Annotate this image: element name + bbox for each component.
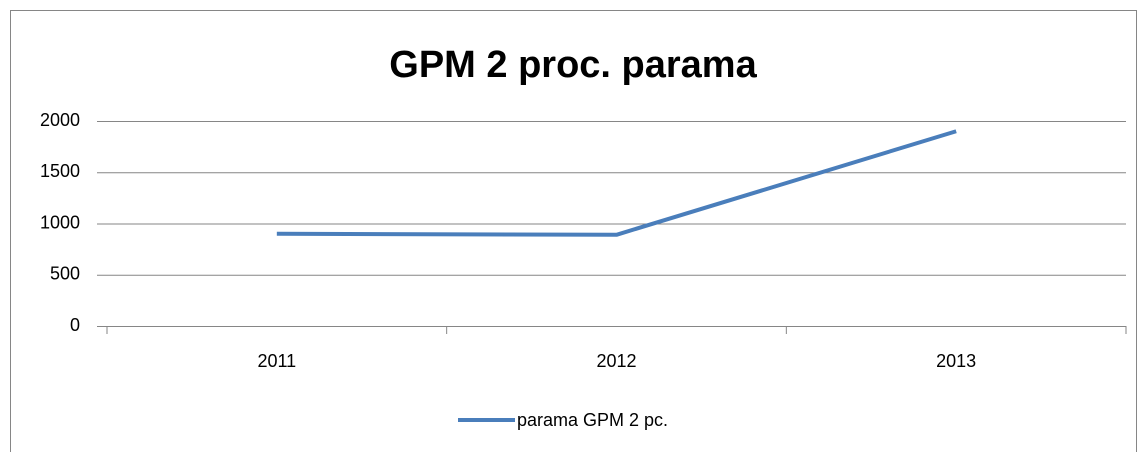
y-tick-label: 0 xyxy=(70,315,80,335)
legend-label: parama GPM 2 pc. xyxy=(517,410,668,430)
x-tick-label: 2012 xyxy=(596,351,636,371)
chart-title: GPM 2 proc. parama xyxy=(389,44,757,86)
y-tick-label: 1000 xyxy=(40,212,80,232)
x-tick-label: 2011 xyxy=(257,351,296,371)
y-tick-label: 2000 xyxy=(40,110,80,130)
y-tick-label: 1500 xyxy=(40,161,80,181)
data-line xyxy=(276,129,957,237)
y-tick-label: 500 xyxy=(50,264,80,284)
x-tick-label: 2013 xyxy=(936,351,976,371)
